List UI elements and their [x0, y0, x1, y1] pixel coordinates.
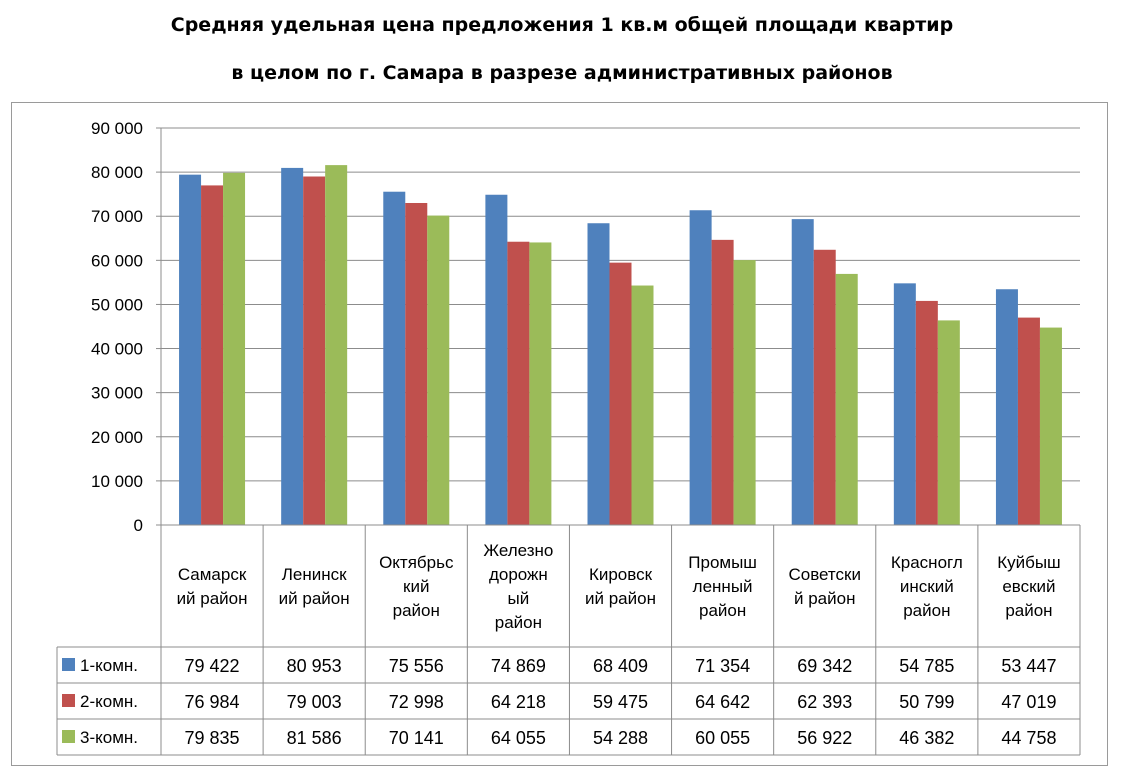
y-tick-label: 80 000: [91, 163, 143, 182]
data-table-value: 54 785: [899, 656, 954, 676]
bar-2-5: [609, 262, 632, 525]
data-table-value: 79 003: [287, 692, 342, 712]
data-table-value: 72 998: [389, 692, 444, 712]
y-tick-label: 90 000: [91, 119, 143, 138]
category-label: Красногл инский район: [891, 553, 963, 620]
legend-key-2: [62, 694, 75, 707]
bar-1-4: [485, 194, 508, 526]
data-table-value: 75 556: [389, 656, 444, 676]
bar-3-7: [835, 273, 858, 525]
data-table-value: 59 475: [593, 692, 648, 712]
legend-key-3: [62, 730, 75, 743]
legend-key-1: [62, 658, 75, 671]
bar-2-1: [201, 185, 224, 525]
data-table-value: 46 382: [899, 728, 954, 748]
bar-2-4: [507, 241, 530, 525]
data-table-value: 54 288: [593, 728, 648, 748]
category-label: Кировск ий район: [585, 565, 656, 608]
category-label: Советски й район: [788, 565, 861, 608]
bar-2-8: [915, 300, 938, 525]
bar-3-1: [223, 172, 246, 526]
data-table-value: 64 218: [491, 692, 546, 712]
bar-1-3: [383, 191, 406, 525]
y-tick-label: 60 000: [91, 251, 143, 270]
y-tick-label: 70 000: [91, 207, 143, 226]
data-table-value: 47 019: [1001, 692, 1056, 712]
bar-3-8: [937, 320, 960, 525]
bar-1-7: [791, 219, 814, 525]
legend-label-2: 2-комн.: [80, 692, 138, 711]
data-table-value: 62 393: [797, 692, 852, 712]
bar-1-1: [179, 174, 202, 525]
data-table-value: 64 055: [491, 728, 546, 748]
bar-3-4: [529, 242, 552, 525]
data-table-value: 80 953: [287, 656, 342, 676]
data-table-value: 56 922: [797, 728, 852, 748]
data-table-value: 69 342: [797, 656, 852, 676]
data-table-value: 79 835: [185, 728, 240, 748]
legend-label-3: 3-комн.: [80, 728, 138, 747]
y-tick-label: 10 000: [91, 472, 143, 491]
bar-2-7: [813, 249, 836, 526]
y-tick-label: 50 000: [91, 295, 143, 314]
bar-2-9: [1017, 317, 1040, 525]
bar-3-5: [631, 285, 654, 525]
category-label: Самарск ий район: [177, 565, 248, 608]
bar-3-2: [325, 165, 348, 525]
bar-1-2: [281, 167, 304, 525]
bar-1-8: [893, 283, 916, 525]
data-table-value: 71 354: [695, 656, 750, 676]
legend-label-1: 1-комн.: [80, 656, 138, 675]
bar-3-3: [427, 215, 450, 525]
chart-title-line2: в целом по г. Самара в разрезе администр…: [231, 62, 893, 84]
data-table-value: 53 447: [1001, 656, 1056, 676]
bar-1-6: [689, 210, 712, 525]
bar-3-9: [1039, 327, 1062, 525]
y-tick-label: 0: [134, 516, 143, 535]
data-table-value: 64 642: [695, 692, 750, 712]
chart-frame: [11, 102, 1108, 766]
data-table-value: 44 758: [1001, 728, 1056, 748]
data-table-value: 81 586: [287, 728, 342, 748]
data-table-value: 70 141: [389, 728, 444, 748]
bar-3-6: [733, 260, 756, 525]
category-label: Куйбыш евский район: [997, 553, 1061, 620]
category-label: Октябрьс кий район: [379, 553, 454, 620]
y-tick-label: 20 000: [91, 428, 143, 447]
chart-title-line1: Средняя удельная цена предложения 1 кв.м…: [170, 14, 954, 36]
data-table-value: 60 055: [695, 728, 750, 748]
category-label: Промыш ленный район: [688, 553, 757, 620]
bar-2-3: [405, 202, 428, 525]
bar-2-6: [711, 239, 734, 526]
bar-1-5: [587, 223, 610, 525]
bar-1-9: [995, 289, 1018, 525]
data-table-value: 68 409: [593, 656, 648, 676]
data-table-value: 76 984: [185, 692, 240, 712]
data-table-value: 74 869: [491, 656, 546, 676]
data-table-value: 79 422: [185, 656, 240, 676]
category-label: Железно дорожн ый район: [483, 541, 553, 632]
data-table-value: 50 799: [899, 692, 954, 712]
bar-2-2: [303, 176, 326, 526]
y-tick-label: 30 000: [91, 384, 143, 403]
category-label: Ленинск ий район: [279, 565, 350, 608]
y-tick-label: 40 000: [91, 340, 143, 359]
